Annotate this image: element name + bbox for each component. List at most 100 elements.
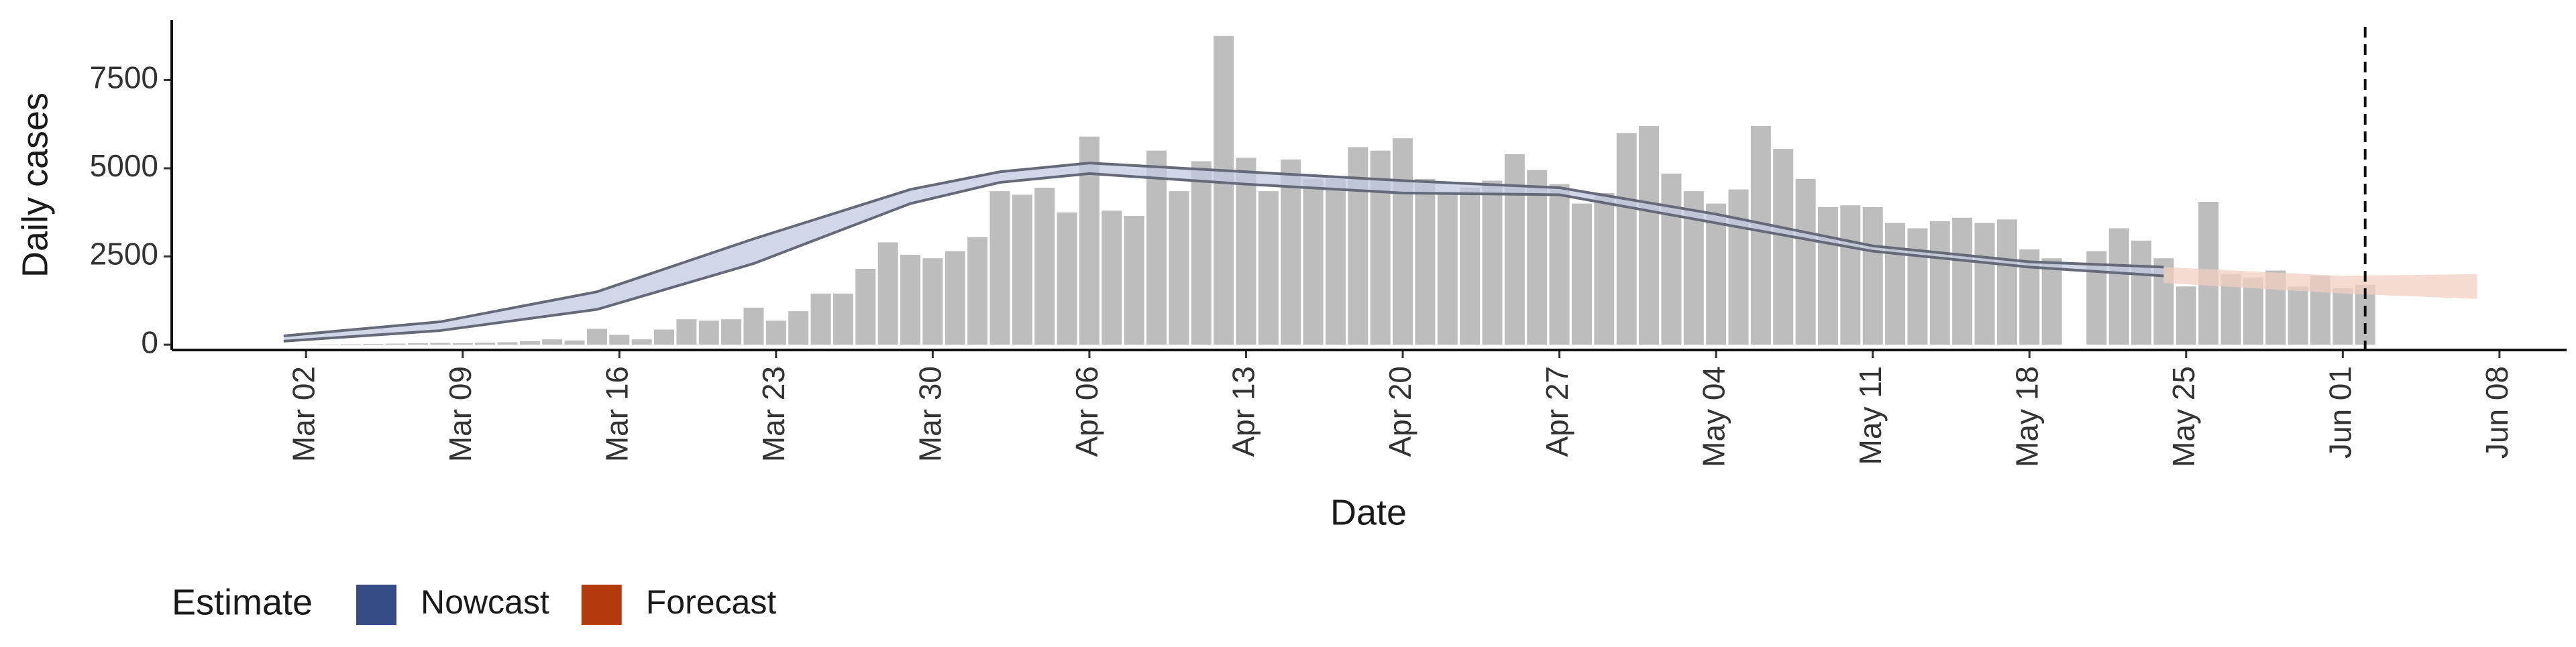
bar [1012,194,1032,345]
bar [1482,180,1502,345]
bar [788,311,808,345]
bar [1034,188,1055,345]
bar [2042,258,2062,345]
bar [1639,126,1659,345]
x-tick-label: Jun 01 [2323,366,2358,459]
bar [1863,207,1883,345]
bar [811,294,831,345]
bar [699,320,719,345]
bar [945,251,965,345]
x-tick-label: May 25 [2166,366,2201,467]
bar [1885,223,1905,345]
bar [833,294,853,345]
bar [1997,219,2017,345]
bar [632,339,652,345]
bar [676,319,696,345]
bar [408,343,428,345]
bar [1415,179,1435,345]
bar [1393,138,1413,345]
bar [1057,213,1077,345]
bar [1326,179,1346,345]
bar [1751,126,1771,345]
legend-label: Forecast [646,583,777,621]
bar [855,269,875,345]
bar [1617,133,1637,345]
bar [1907,228,1927,345]
bar [878,243,898,345]
bar [1438,193,1458,345]
y-axis-title: Daily cases [15,93,55,278]
bar [1572,204,1592,345]
bar [386,344,406,345]
x-tick-label: Mar 09 [443,366,478,462]
x-tick-label: Mar 16 [599,366,634,462]
bar [1460,188,1480,345]
bar [1930,221,1950,345]
bar [1191,161,1212,345]
bar [430,343,450,345]
bar [2176,286,2196,345]
bar [475,343,495,345]
x-tick-label: Mar 30 [913,366,948,462]
x-tick-label: Apr 27 [1540,366,1574,457]
bar [654,329,674,345]
bar [1661,174,1681,345]
bar [2332,288,2353,345]
bar [363,344,383,345]
bar [587,329,607,345]
bar [1550,184,1570,345]
bar [1505,154,1525,345]
x-tick-label: Apr 06 [1069,366,1104,457]
bar [1773,149,1793,345]
bar [1258,191,1279,345]
bar [1527,170,1547,345]
legend-title: Estimate [172,582,313,622]
bar [721,319,741,345]
legend-label: Nowcast [421,583,549,621]
bar [2288,286,2308,345]
bar [2131,241,2151,345]
bar [341,344,361,345]
bar [1840,205,1860,345]
bar [520,341,540,345]
x-tick-label: May 18 [2009,366,2044,467]
legend-key [356,585,396,625]
bar [1303,179,1324,345]
bar [609,335,629,345]
bar [497,342,517,345]
bar [766,320,786,345]
bar [743,308,763,345]
x-axis-title: Date [1330,492,1407,532]
bar [967,237,987,345]
bar [1975,223,1995,345]
bar [900,255,920,345]
y-tick-label: 7500 [90,60,158,95]
bar [1818,207,1838,345]
bar [1796,179,1816,345]
bar [922,258,943,345]
x-tick-label: Apr 20 [1383,366,1417,457]
bar [1729,190,1749,345]
x-tick-label: May 11 [1853,366,1888,465]
bar [1214,36,1234,345]
bar [453,343,473,345]
bar [542,339,562,345]
y-tick-label: 5000 [90,148,158,183]
bar [1594,193,1614,345]
x-tick-label: Apr 13 [1226,366,1261,457]
legend-key [582,585,622,625]
x-tick-label: Mar 23 [756,366,791,462]
bar [1102,211,1122,345]
y-tick-label: 2500 [90,237,158,272]
bar [1952,218,1972,345]
bar [1124,216,1144,345]
x-tick-label: Jun 08 [2479,366,2514,459]
y-tick-label: 0 [141,325,158,359]
bar [989,191,1010,345]
bar [1169,191,1189,345]
bar [2109,228,2129,345]
bar [565,341,585,345]
x-tick-label: Mar 02 [286,366,321,462]
